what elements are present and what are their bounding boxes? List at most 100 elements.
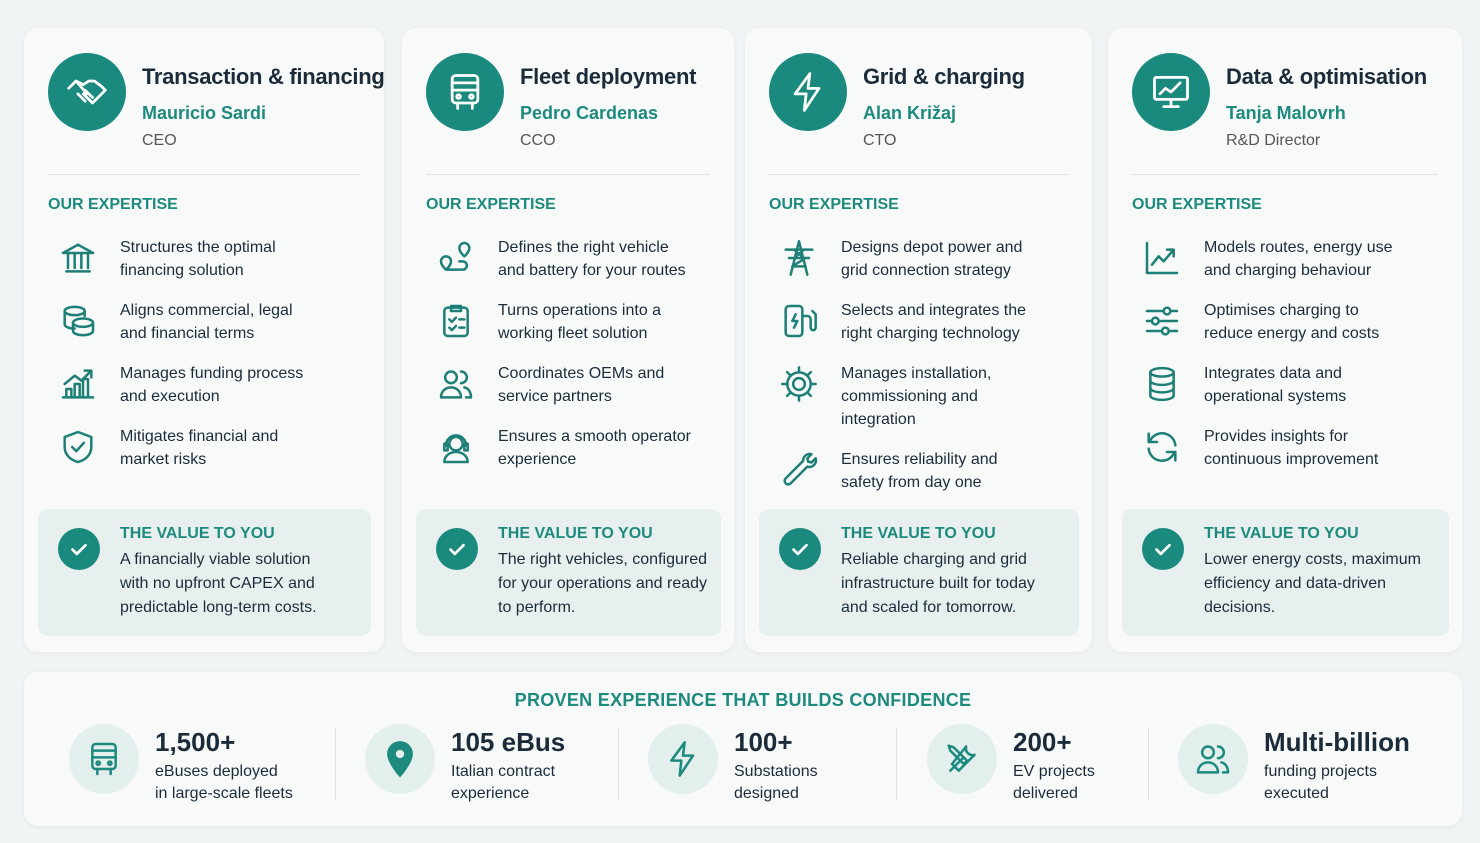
item-text: Manages funding process and execution [120, 362, 303, 408]
item-text: Mitigates financial and market risks [120, 425, 278, 471]
item-icon [777, 362, 821, 406]
text-line: eBuses deployed [155, 763, 278, 780]
item-icon [56, 362, 100, 406]
item-text: Turns operations into a working fleet sol… [498, 299, 661, 345]
text-line: Mitigates financial and [120, 428, 279, 445]
item-icon [434, 362, 478, 406]
item-text: Coordinates OEMs and service partners [498, 362, 664, 408]
icon [450, 74, 480, 110]
person-role: CEO [142, 132, 177, 149]
text-line: Lower energy costs, maximum [1204, 551, 1421, 568]
icon [61, 369, 95, 399]
item-icon [434, 425, 478, 469]
text-line: Coordinates OEMs and [498, 365, 665, 382]
text-line: Designs depot power and [841, 239, 1023, 256]
header-icon [769, 53, 847, 131]
icon [439, 370, 473, 399]
icon [91, 742, 117, 776]
card-title: Grid & charging [863, 64, 1025, 89]
icon [784, 240, 814, 276]
expertise-item: Provides insights for continuous improvem… [1132, 425, 1393, 471]
value-heading: THE VALUE TO YOU [1204, 525, 1359, 542]
value-heading: THE VALUE TO YOU [120, 525, 275, 542]
text-line: experience [498, 451, 577, 468]
icon [61, 243, 95, 273]
card: Transaction & financing Mauricio Sardi CEO… [24, 28, 385, 652]
icon [784, 304, 817, 338]
text-line: Structures the optimal [120, 239, 276, 256]
text-line: Italian contract [451, 763, 556, 780]
icon [63, 305, 95, 337]
text-line: market risks [120, 451, 207, 468]
stats-panel: PROVEN EXPERIENCE THAT BUILDS CONFIDENCE… [24, 672, 1462, 826]
item-text: Manages installation, commissioning and in… [841, 362, 991, 431]
expertise-heading: OUR EXPERTISE [1132, 196, 1262, 213]
person-role: R&D Director [1226, 132, 1321, 149]
separator [896, 728, 897, 800]
item-text: Selects and integrates the right charging… [841, 299, 1026, 345]
item-icon [56, 236, 100, 280]
text-line: reduce energy and costs [1204, 325, 1380, 342]
item-text: Optimises charging to reduce energy and c… [1204, 299, 1379, 345]
text-line: Turns operations into a [498, 302, 662, 319]
text-line: right charging technology [841, 325, 1020, 342]
text-line: Ensures reliability and [841, 451, 998, 468]
icon [387, 741, 413, 777]
text-line: delivered [1013, 785, 1078, 802]
icon [1155, 543, 1171, 556]
expertise-item: Aligns commercial, legal and financial te… [48, 299, 303, 345]
item-icon [777, 448, 821, 492]
text-line: Optimises charging to [1204, 302, 1359, 319]
icon [443, 434, 469, 464]
item-text: Provides insights for continuous improvem… [1204, 425, 1378, 471]
expertise-list: Structures the optimal financing solution… [48, 236, 303, 471]
expertise-list: Designs depot power and grid connection s… [769, 236, 1026, 494]
icon [1145, 241, 1179, 275]
expertise-item: Selects and integrates the right charging… [769, 299, 1026, 345]
text-line: working fleet solution [498, 325, 648, 342]
text-line: infrastructure built for today [841, 575, 1035, 592]
item-text: Designs depot power and grid connection s… [841, 236, 1022, 282]
value-heading: THE VALUE TO YOU [841, 525, 996, 542]
stat-icon [927, 724, 997, 794]
item-text: Ensures reliability and safety from day o… [841, 448, 998, 494]
text-line: predictable long-term costs. [120, 599, 317, 616]
item-icon [434, 299, 478, 343]
expertise-item: Defines the right vehicle and battery for… [426, 236, 691, 282]
text-line: Selects and integrates the [841, 302, 1027, 319]
icon [63, 430, 93, 464]
value-text: Lower energy costs, maximum efficiency an… [1204, 548, 1421, 620]
text-line: Ensures a smooth operator [498, 428, 691, 445]
text-line: Substations [734, 763, 818, 780]
text-line: Integrates data and [1204, 365, 1342, 382]
divider [1132, 174, 1438, 175]
item-icon [1140, 425, 1184, 469]
stat-value: 1,500+ [155, 727, 236, 757]
expertise-item: Ensures reliability and safety from day o… [769, 448, 1026, 494]
card-title: Data & optimisation [1226, 64, 1427, 89]
text-line: with no upfront CAPEX and [120, 575, 315, 592]
expertise-item: Models routes, energy use and charging be… [1132, 236, 1393, 282]
icon [1147, 432, 1177, 462]
value-box: THE VALUE TO YOU The right vehicles, conf… [416, 509, 721, 636]
text-line: designed [734, 785, 799, 802]
icon [783, 452, 818, 486]
person-name: Tanja Malovrh [1226, 103, 1346, 123]
text-line: funding projects [1264, 763, 1377, 780]
text-line: The right vehicles, configured [498, 551, 707, 568]
expertise-item: Designs depot power and grid connection s… [769, 236, 1026, 282]
icon [947, 744, 976, 772]
expertise-item: Structures the optimal financing solution [48, 236, 303, 282]
person-role: CCO [520, 132, 556, 149]
separator [1148, 728, 1149, 800]
header-icon [426, 53, 504, 131]
icon [1153, 75, 1189, 109]
item-text: Defines the right vehicle and battery for… [498, 236, 686, 282]
expertise-item: Optimises charging to reduce energy and c… [1132, 299, 1393, 345]
text-line: integration [841, 411, 916, 428]
header-icon [1132, 53, 1210, 131]
text-line: and charging behaviour [1204, 262, 1372, 279]
text-line: continuous improvement [1204, 451, 1379, 468]
divider [769, 174, 1068, 175]
